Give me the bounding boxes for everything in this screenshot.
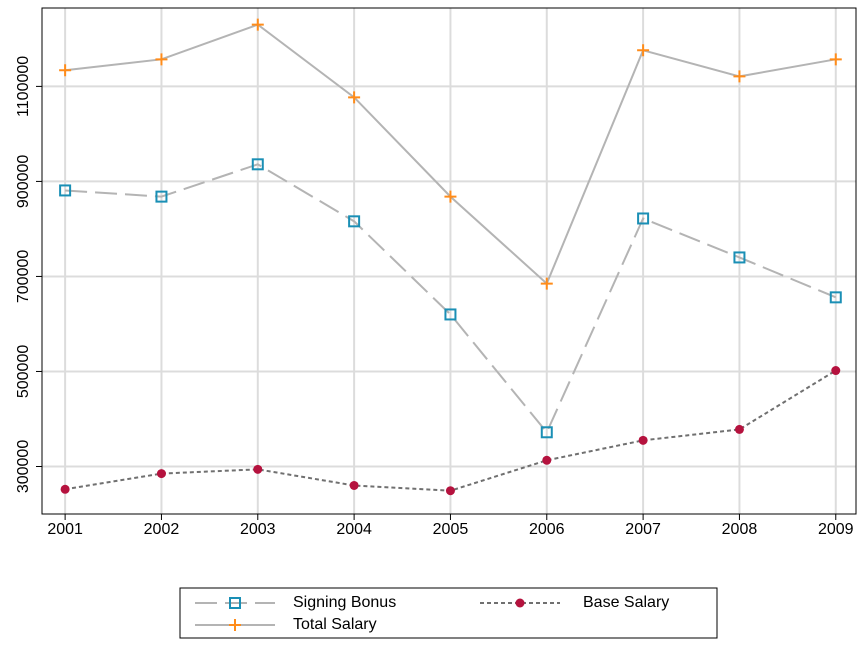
- lines: [59, 18, 842, 496]
- legend-label: Total Salary: [293, 616, 377, 633]
- marker: [59, 64, 72, 77]
- marker: [251, 18, 264, 31]
- marker: [155, 53, 168, 66]
- x-tick-label: 2002: [144, 521, 180, 538]
- marker: [829, 291, 842, 304]
- marker: [734, 424, 744, 434]
- marker: [253, 464, 263, 474]
- plot-area: [42, 8, 856, 514]
- marker: [733, 70, 746, 83]
- marker: [156, 469, 166, 479]
- marker: [637, 212, 650, 225]
- legend-label: Signing Bonus: [293, 594, 396, 611]
- y-tick-label: 900000: [15, 155, 32, 208]
- marker: [60, 484, 70, 494]
- marker: [59, 184, 72, 197]
- y-tick-label: 500000: [15, 345, 32, 398]
- plot-frame: [41, 7, 857, 515]
- marker: [251, 158, 264, 171]
- marker: [829, 53, 842, 66]
- y-tick-label: 1100000: [15, 56, 32, 117]
- marker: [445, 486, 455, 496]
- marker: [540, 277, 553, 290]
- x-tick-label: 2004: [336, 521, 372, 538]
- x-tick-label: 2007: [625, 521, 661, 538]
- marker: [637, 44, 650, 57]
- marker: [444, 190, 457, 203]
- x-tick-label: 2009: [818, 521, 854, 538]
- marker: [540, 426, 553, 439]
- x-tick-label: 2008: [722, 521, 758, 538]
- legend-label: Base Salary: [583, 594, 669, 611]
- legend-marker: [229, 597, 241, 609]
- marker: [542, 455, 552, 465]
- x-tick-label: 2003: [240, 521, 276, 538]
- legend-box: [179, 587, 718, 639]
- marker: [155, 190, 168, 203]
- legend-marker: [515, 598, 525, 608]
- marker: [638, 435, 648, 445]
- x-tick-label: 2001: [47, 521, 83, 538]
- legend-marker: [229, 619, 241, 631]
- marker: [831, 366, 841, 376]
- x-tick-label: 2006: [529, 521, 565, 538]
- y-tick-label: 700000: [15, 250, 32, 303]
- marker: [348, 91, 361, 104]
- marker: [348, 215, 361, 228]
- series-line: [65, 163, 837, 435]
- x-tick-label: 2005: [433, 521, 469, 538]
- y-tick-label: 300000: [15, 440, 32, 493]
- marker: [349, 480, 359, 490]
- marker: [444, 308, 457, 321]
- marker: [733, 251, 746, 264]
